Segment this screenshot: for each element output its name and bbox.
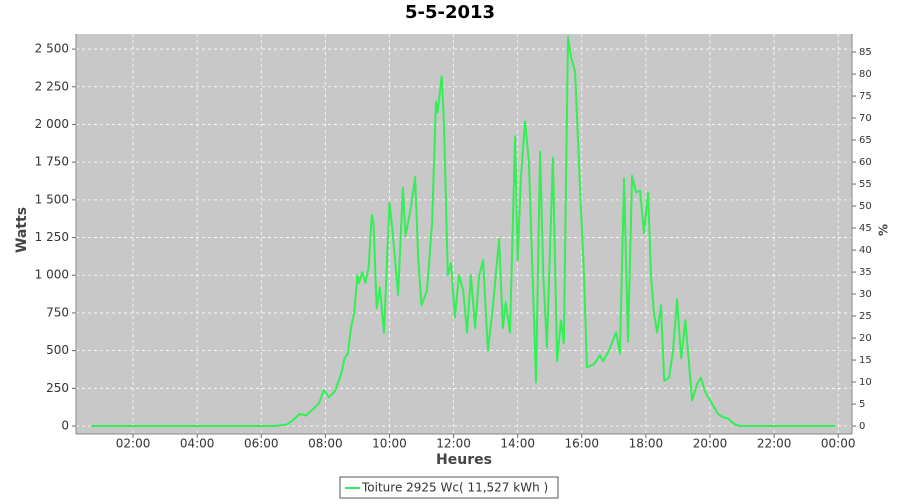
x-tick-label: 16:00 <box>564 437 599 451</box>
x-axis-label: Heures <box>436 452 492 468</box>
y-tick-label: 250 <box>46 381 69 395</box>
x-tick-label: 18:00 <box>629 437 664 451</box>
data-line <box>91 36 835 427</box>
y-tick-label: 1 000 <box>35 268 69 282</box>
y2-tick-label: 75 <box>859 91 872 102</box>
x-tick-label: 20:00 <box>693 437 728 451</box>
x-tick-label: 02:00 <box>116 437 151 451</box>
y2-tick-label: 30 <box>859 289 872 300</box>
y2-tick-label: 35 <box>859 267 872 278</box>
y-tick-label: 0 <box>61 419 69 433</box>
y-tick-label: 1 750 <box>35 155 69 169</box>
y2-tick-label: 20 <box>859 333 872 344</box>
y-axis-label: Watts <box>14 207 30 253</box>
x-tick-label: 14:00 <box>500 437 535 451</box>
plot-area <box>76 34 852 434</box>
x-tick-label: 10:00 <box>372 437 407 451</box>
legend-label: Toiture 2925 Wc( 11,527 kWh ) <box>361 481 548 495</box>
y2-tick-label: 85 <box>859 47 872 58</box>
y2-tick-label: 25 <box>859 311 872 322</box>
y2-tick-label: 70 <box>859 113 872 124</box>
y2-tick-label: 10 <box>859 377 872 388</box>
y2-tick-label: 0 <box>859 421 865 432</box>
y-tick-label: 2 000 <box>35 117 69 131</box>
y2-tick-label: 60 <box>859 157 872 168</box>
y-tick-label: 2 250 <box>35 79 69 93</box>
y2-tick-label: 55 <box>859 179 872 190</box>
chart-title: 5-5-2013 <box>405 2 495 23</box>
y2-axis-label: % <box>877 224 891 236</box>
y-tick-label: 2 500 <box>35 42 69 56</box>
y2-tick-label: 40 <box>859 245 872 256</box>
x-tick-label: 08:00 <box>308 437 343 451</box>
legend-box <box>339 476 559 499</box>
x-tick-label: 04:00 <box>180 437 215 451</box>
y2-tick-label: 5 <box>859 399 865 410</box>
y-tick-label: 500 <box>46 343 69 357</box>
x-tick-label: 12:00 <box>436 437 471 451</box>
y2-tick-label: 45 <box>859 223 872 234</box>
y-tick-label: 1 500 <box>35 192 69 206</box>
y2-tick-label: 15 <box>859 355 872 366</box>
y2-tick-label: 80 <box>859 69 872 80</box>
y-tick-label: 750 <box>46 305 69 319</box>
x-tick-label: 06:00 <box>244 437 279 451</box>
y-tick-label: 1 250 <box>35 230 69 244</box>
x-tick-label: 00:00 <box>821 437 856 451</box>
y2-tick-label: 65 <box>859 135 872 146</box>
x-tick-label: 22:00 <box>757 437 792 451</box>
y2-tick-label: 50 <box>859 201 872 212</box>
